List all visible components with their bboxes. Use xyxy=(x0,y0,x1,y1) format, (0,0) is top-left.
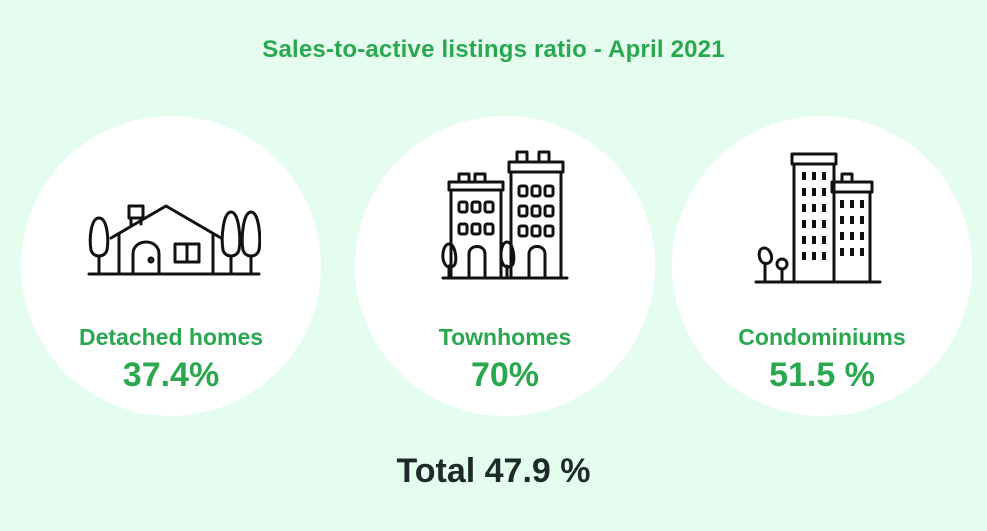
category-value: 51.5 % xyxy=(769,356,875,394)
condo-building-icon xyxy=(754,152,882,284)
total-ratio: Total 47.9 % xyxy=(396,452,591,490)
category-label: Condominiums xyxy=(738,324,906,350)
category-card-detached: Detached homes 37.4% xyxy=(21,116,321,416)
category-value: 37.4% xyxy=(122,356,220,394)
page-title: Sales-to-active listings ratio - April 2… xyxy=(262,36,725,63)
category-card-condominiums: Condominiums 51.5 % xyxy=(672,116,972,416)
category-value: 70% xyxy=(470,356,540,394)
category-card-townhomes: Townhomes 70% xyxy=(355,116,655,416)
house-icon xyxy=(87,204,261,276)
townhouse-icon xyxy=(441,150,569,280)
category-label: Detached homes xyxy=(78,324,264,350)
category-label: Townhomes xyxy=(438,324,572,350)
